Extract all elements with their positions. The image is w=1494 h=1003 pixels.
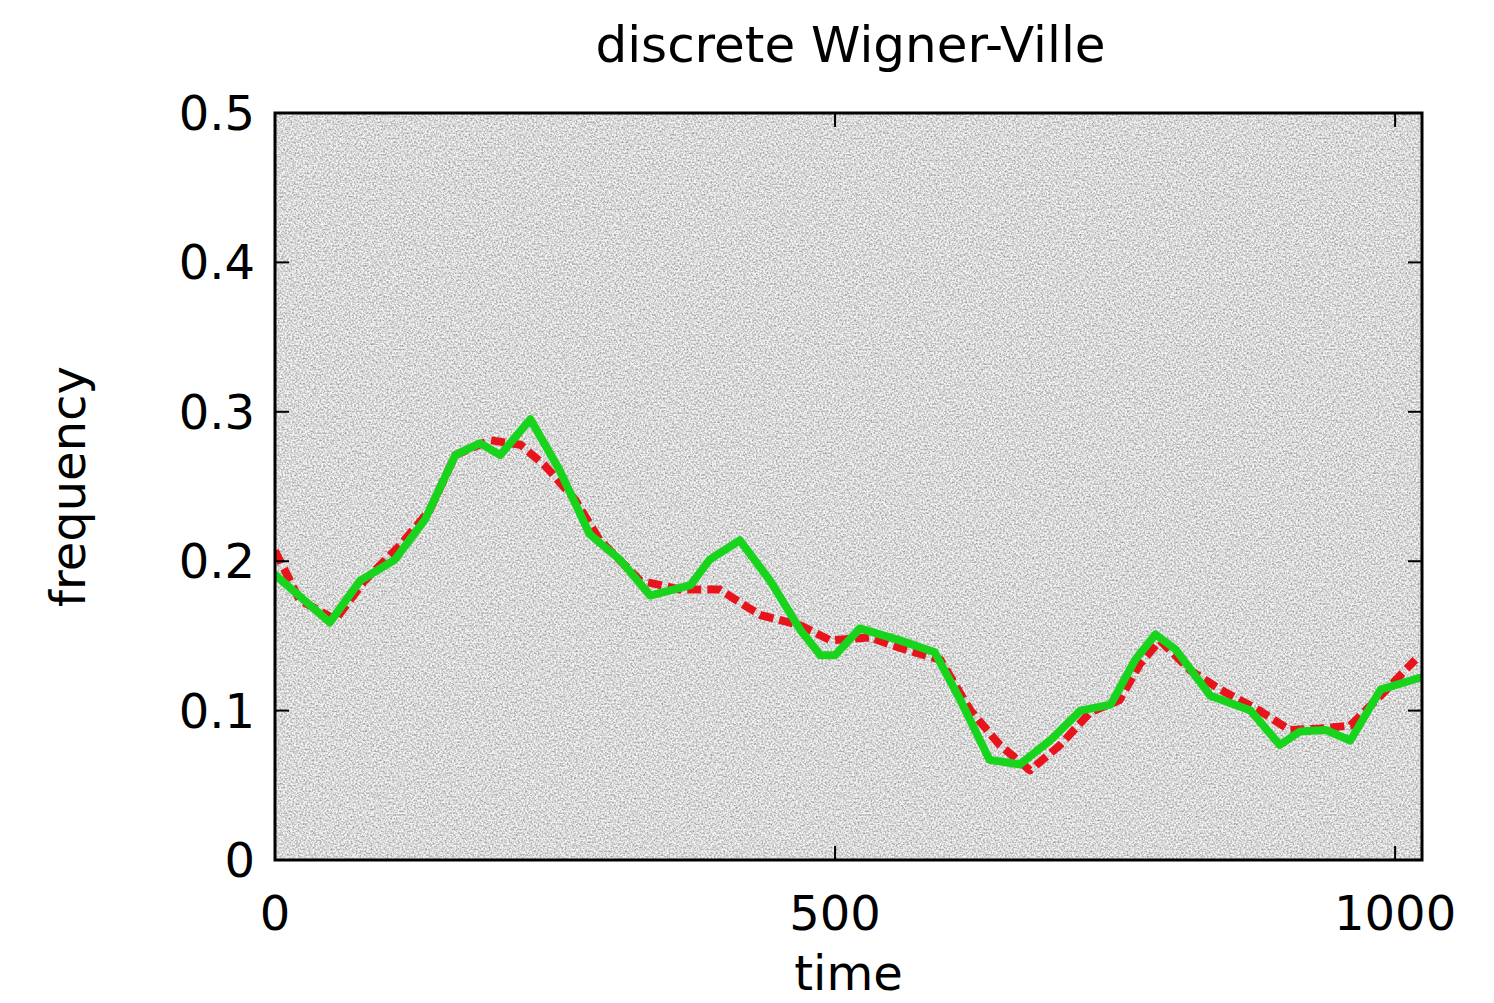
y-tick-right bbox=[1408, 859, 1422, 861]
x-tick-label: 500 bbox=[789, 885, 881, 941]
y-tick-label: 0.1 bbox=[179, 683, 255, 739]
x-tick-label: 1000 bbox=[1334, 885, 1456, 941]
x-tick bbox=[834, 846, 836, 860]
chart: 0 500 1000 0 0.1 0.2 0.3 0.4 0.5 discrete Wigner-… bbox=[0, 0, 1494, 1003]
y-tick bbox=[275, 859, 289, 861]
background-texture bbox=[275, 113, 1422, 860]
y-tick bbox=[275, 261, 289, 263]
y-tick bbox=[275, 112, 289, 114]
lines bbox=[275, 419, 1420, 770]
y-tick bbox=[275, 411, 289, 413]
y-tick bbox=[275, 560, 289, 562]
y-tick-label: 0.5 bbox=[179, 85, 255, 141]
x-tick-label: 0 bbox=[260, 885, 291, 941]
y-tick-label: 0.2 bbox=[179, 533, 255, 589]
series-line bbox=[275, 440, 1415, 770]
x-tick bbox=[274, 846, 276, 860]
y-tick-right bbox=[1408, 112, 1422, 114]
y-axis-title: frequency bbox=[40, 366, 96, 607]
x-tick-top bbox=[834, 113, 836, 127]
y-tick-label: 0.4 bbox=[179, 234, 255, 290]
x-tick bbox=[1394, 846, 1396, 860]
plot-frame bbox=[275, 113, 1422, 860]
x-axis-title: time bbox=[794, 945, 902, 1001]
y-tick-right bbox=[1408, 261, 1422, 263]
y-tick bbox=[275, 710, 289, 712]
y-tick-right bbox=[1408, 411, 1422, 413]
y-tick-right bbox=[1408, 710, 1422, 712]
title: discrete Wigner-Ville bbox=[595, 16, 1105, 74]
series-line bbox=[275, 419, 1420, 764]
x-tick-top bbox=[274, 113, 276, 127]
x-tick-top bbox=[1394, 113, 1396, 127]
y-tick-right bbox=[1408, 560, 1422, 562]
plot-background bbox=[275, 113, 1422, 860]
y-tick-label: 0 bbox=[224, 832, 255, 888]
y-tick-label: 0.3 bbox=[179, 384, 255, 440]
